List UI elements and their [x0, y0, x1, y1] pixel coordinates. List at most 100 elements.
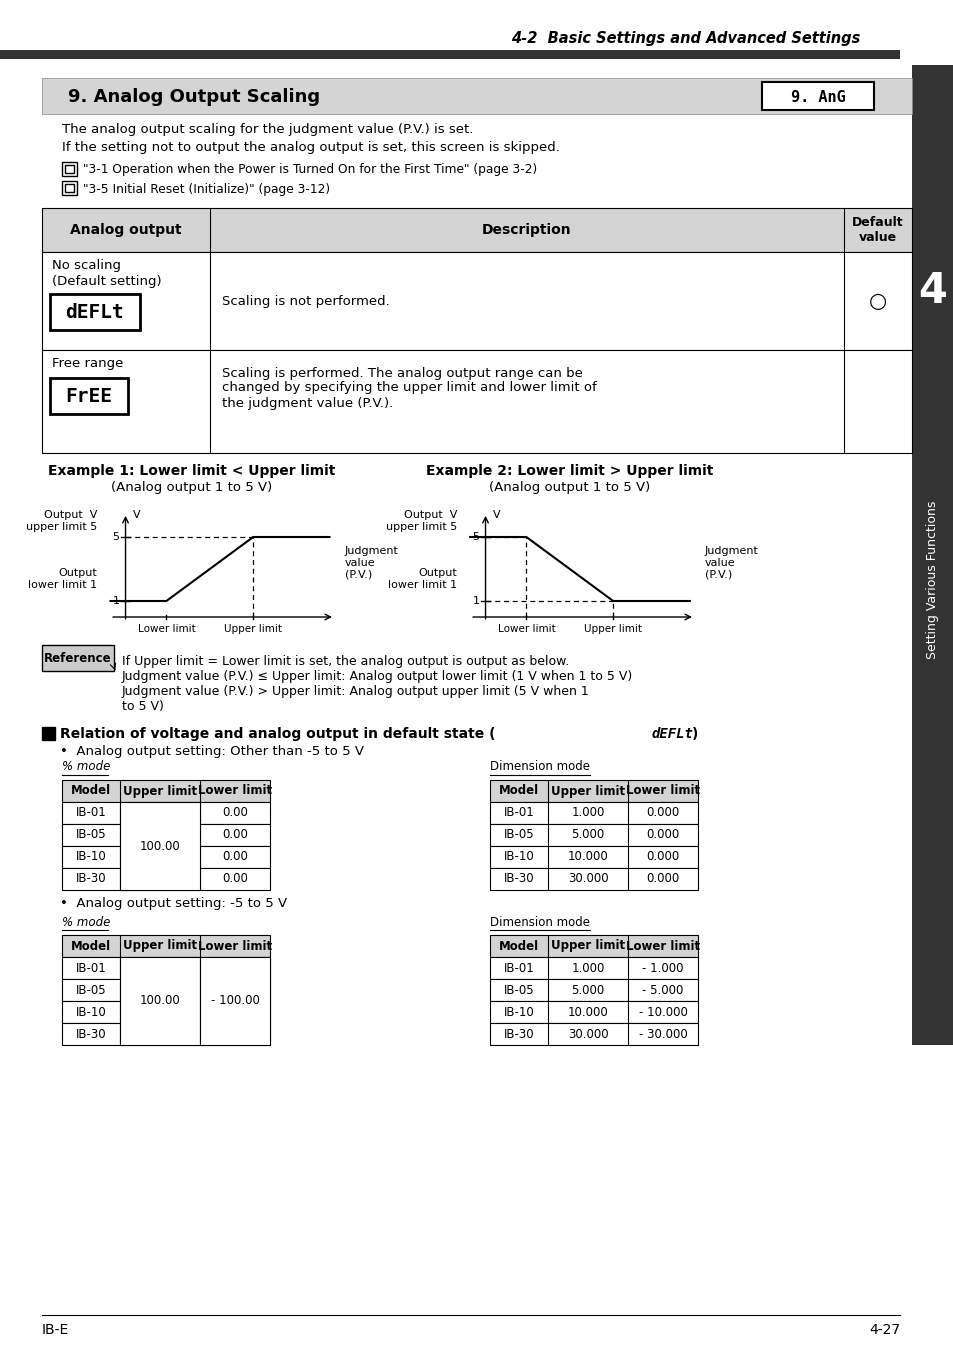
Text: Model: Model	[498, 784, 538, 798]
Text: IB-10: IB-10	[75, 1006, 107, 1018]
Text: 4-2  Basic Settings and Advanced Settings: 4-2 Basic Settings and Advanced Settings	[510, 31, 859, 46]
Bar	[65, 165, 74, 173]
Text: ○: ○	[868, 291, 886, 311]
Text: Lower limit: Lower limit	[497, 625, 555, 634]
Text: If the setting not to output the analog output is set, this screen is skipped.: If the setting not to output the analog …	[62, 141, 559, 154]
Bar	[62, 979, 270, 1000]
Text: - 100.00: - 100.00	[211, 995, 259, 1007]
Text: Lower limit: Lower limit	[137, 625, 195, 634]
Text: 1: 1	[472, 596, 479, 606]
Text: Model: Model	[71, 940, 111, 953]
Bar	[490, 1000, 698, 1023]
Text: IB-10: IB-10	[75, 850, 107, 864]
Text: ): )	[691, 727, 698, 741]
Text: 5.000: 5.000	[571, 983, 604, 996]
Bar	[62, 846, 270, 868]
Bar	[120, 957, 200, 1045]
Text: IB-30: IB-30	[75, 872, 106, 886]
Text: IB-10: IB-10	[503, 850, 534, 864]
Bar	[42, 350, 911, 453]
Text: Analog output: Analog output	[71, 223, 182, 237]
Text: "3-5 Initial Reset (Initialize)" (page 3-12): "3-5 Initial Reset (Initialize)" (page 3…	[83, 183, 330, 196]
Text: (Analog output 1 to 5 V): (Analog output 1 to 5 V)	[489, 480, 650, 493]
Text: If Upper limit = Lower limit is set, the analog output is output as below.
Judgm: If Upper limit = Lower limit is set, the…	[122, 654, 633, 713]
Bar	[65, 184, 74, 192]
Text: 5.000: 5.000	[571, 829, 604, 841]
Text: upper limit 5: upper limit 5	[385, 522, 456, 531]
Text: Upper limit: Upper limit	[583, 625, 641, 634]
Text: Output  V: Output V	[403, 510, 456, 521]
Bar	[62, 162, 77, 176]
Bar	[42, 208, 911, 251]
Text: upper limit 5: upper limit 5	[26, 522, 97, 531]
Text: (Default setting): (Default setting)	[52, 274, 161, 288]
Text: - 30.000: - 30.000	[638, 1028, 687, 1041]
Bar	[490, 957, 698, 979]
Bar	[490, 1023, 698, 1045]
Text: IB-01: IB-01	[75, 961, 107, 975]
Text: 100.00: 100.00	[139, 995, 180, 1007]
Bar	[490, 780, 698, 802]
Text: Upper limit: Upper limit	[123, 784, 197, 798]
Bar	[62, 823, 270, 846]
Text: The analog output scaling for the judgment value (P.V.) is set.: The analog output scaling for the judgme…	[62, 123, 473, 137]
Text: IB-E: IB-E	[42, 1324, 70, 1337]
Text: 4: 4	[918, 270, 946, 312]
Text: Scaling is not performed.: Scaling is not performed.	[222, 295, 390, 307]
Bar	[200, 957, 270, 1045]
Text: Lower limit: Lower limit	[197, 940, 272, 953]
Text: IB-05: IB-05	[75, 983, 106, 996]
Text: "3-1 Operation when the Power is Turned On for the First Time" (page 3-2): "3-1 Operation when the Power is Turned …	[83, 164, 537, 177]
Text: 100.00: 100.00	[139, 840, 180, 853]
Bar	[911, 265, 953, 316]
Text: IB-05: IB-05	[75, 829, 106, 841]
Bar	[62, 936, 270, 957]
Bar	[0, 50, 899, 59]
Text: % mode: % mode	[62, 760, 111, 773]
Text: Upper limit: Upper limit	[551, 940, 624, 953]
Bar	[911, 65, 953, 1045]
Text: Upper limit: Upper limit	[224, 625, 282, 634]
Text: IB-10: IB-10	[503, 1006, 534, 1018]
Text: - 1.000: - 1.000	[641, 961, 683, 975]
Text: Judgment
value
(P.V.): Judgment value (P.V.)	[345, 546, 398, 580]
Bar	[490, 979, 698, 1000]
Text: 0.000: 0.000	[646, 807, 679, 819]
Text: Dimension mode: Dimension mode	[490, 915, 589, 929]
Text: Lower limit: Lower limit	[625, 940, 700, 953]
Text: 1.000: 1.000	[571, 961, 604, 975]
Text: IB-30: IB-30	[503, 1028, 534, 1041]
Text: •  Analog output setting: -5 to 5 V: • Analog output setting: -5 to 5 V	[60, 898, 287, 910]
Bar	[42, 251, 911, 350]
Text: IB-01: IB-01	[503, 961, 534, 975]
Text: Scaling is performed. The analog output range can be
changed by specifying the u: Scaling is performed. The analog output …	[222, 366, 597, 410]
Text: Example 2: Lower limit > Upper limit: Example 2: Lower limit > Upper limit	[426, 464, 713, 479]
Text: V: V	[133, 510, 141, 519]
Text: dEFLt: dEFLt	[651, 727, 693, 741]
Text: Dimension mode: Dimension mode	[490, 760, 589, 773]
Text: •  Analog output setting: Other than -5 to 5 V: • Analog output setting: Other than -5 t…	[60, 745, 364, 757]
Bar	[120, 802, 200, 890]
Text: 10.000: 10.000	[567, 850, 608, 864]
Text: 5: 5	[112, 531, 119, 542]
Text: IB-01: IB-01	[75, 807, 107, 819]
Text: IB-30: IB-30	[75, 1028, 106, 1041]
Text: lower limit 1: lower limit 1	[28, 580, 97, 589]
Text: IB-05: IB-05	[503, 983, 534, 996]
Bar	[490, 802, 698, 823]
Bar	[42, 78, 911, 114]
Bar	[62, 957, 270, 979]
Text: Default
value: Default value	[851, 216, 902, 243]
Text: 9. AnG: 9. AnG	[790, 89, 844, 104]
Bar	[50, 293, 140, 330]
Text: 0.000: 0.000	[646, 850, 679, 864]
Text: 0.000: 0.000	[646, 872, 679, 886]
Text: Output: Output	[417, 568, 456, 579]
Text: 1: 1	[112, 596, 119, 606]
Bar	[490, 936, 698, 957]
Text: Output  V: Output V	[44, 510, 97, 521]
Text: FrEE: FrEE	[66, 387, 112, 406]
Text: 0.00: 0.00	[222, 807, 248, 819]
Text: Lower limit: Lower limit	[625, 784, 700, 798]
Bar	[761, 82, 873, 110]
